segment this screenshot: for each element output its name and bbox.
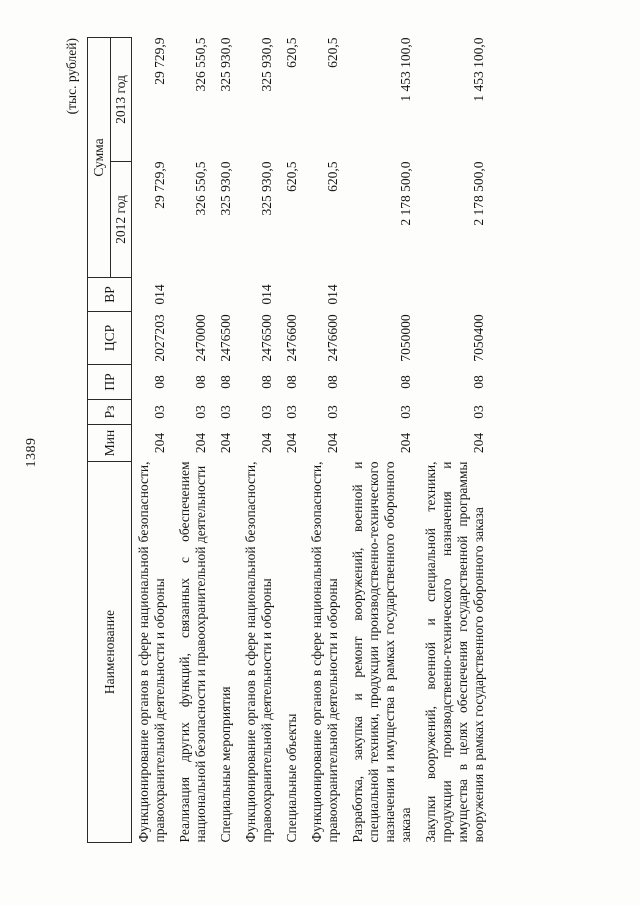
- cell-vr: [350, 278, 423, 312]
- cell-min: 204: [471, 432, 486, 454]
- cell-sum-2012: 326 550,5: [193, 161, 208, 216]
- cell-name: Специальные объекты: [284, 713, 299, 843]
- cell-name: Разработка, закупка и ремонт вооружений,…: [350, 461, 413, 843]
- header-csr: ЦСР: [87, 311, 132, 365]
- cell-name: Функционирование органов в сфере национа…: [136, 461, 167, 843]
- table-row: Функционирование органов в сфере национа…: [309, 37, 350, 842]
- cell-rz: 03: [398, 405, 413, 419]
- header-pr: ПР: [87, 364, 132, 400]
- cell-min: 204: [152, 432, 167, 454]
- cell-vr: 014: [259, 284, 274, 305]
- cell-name: Функционирование органов в сфере национа…: [309, 461, 340, 843]
- header-year-2013: 2013 год: [110, 37, 132, 162]
- cell-pr: 08: [152, 375, 167, 389]
- cell-pr: 08: [325, 375, 340, 389]
- table-header: Наименование Мин Рз ПР ЦСР ВР Сумма 2012…: [87, 37, 132, 843]
- cell-sum-2012: 325 930,0: [218, 161, 233, 216]
- cell-pr: 08: [471, 375, 486, 389]
- cell-rz: 03: [471, 405, 486, 419]
- cell-sum-2013: 620,5: [284, 37, 299, 68]
- table-row: Закупки вооружений, военной и специально…: [423, 37, 496, 842]
- cell-csr: 2476600: [325, 314, 340, 362]
- cell-csr: 2476500: [259, 314, 274, 362]
- cell-vr: [218, 278, 243, 312]
- header-year-2012: 2012 год: [110, 161, 132, 278]
- cell-sum-2012: 2 178 500,0: [471, 161, 486, 226]
- cell-min: 204: [325, 432, 340, 454]
- cell-min: 204: [284, 432, 299, 454]
- cell-rz: 03: [193, 405, 208, 419]
- cell-vr: 014: [325, 284, 340, 305]
- cell-name: Специальные мероприятия: [218, 686, 233, 843]
- cell-sum-2013: 325 930,0: [218, 37, 233, 92]
- cell-rz: 03: [259, 405, 274, 419]
- cell-csr: 2027203: [152, 314, 167, 362]
- cell-vr: [177, 278, 218, 312]
- header-vr: ВР: [87, 277, 132, 312]
- cell-min: 204: [398, 432, 413, 454]
- cell-pr: 08: [218, 375, 233, 389]
- header-name: Наименование: [87, 461, 132, 843]
- cell-name: Закупки вооружений, военной и специально…: [423, 461, 486, 843]
- table-body: Функционирование органов в сфере национа…: [132, 37, 497, 842]
- cell-sum-2012: 2 178 500,0: [398, 161, 413, 226]
- cell-sum-2013: 29 729,9: [152, 37, 167, 85]
- table-row: Специальные мероприятия 204 03 08 247650…: [218, 37, 243, 842]
- table-row: Разработка, закупка и ремонт вооружений,…: [350, 37, 423, 842]
- cell-pr: 08: [193, 375, 208, 389]
- cell-sum-2013: 326 550,5: [193, 37, 208, 92]
- cell-sum-2012: 29 729,9: [152, 161, 167, 209]
- cell-csr: 7050400: [471, 314, 486, 362]
- cell-sum-2012: 620,5: [284, 161, 299, 192]
- cell-sum-2013: 620,5: [325, 37, 340, 68]
- page-number: 1389: [24, 437, 39, 468]
- cell-csr: 7050000: [398, 314, 413, 362]
- cell-sum-2012: 325 930,0: [259, 161, 274, 216]
- table-row: Реализация других функций, связанных с о…: [177, 37, 218, 842]
- cell-csr: 2476500: [218, 314, 233, 362]
- cell-rz: 03: [325, 405, 340, 419]
- cell-name: Функционирование органов в сфере национа…: [243, 461, 274, 843]
- cell-vr: 014: [152, 284, 167, 305]
- cell-min: 204: [193, 432, 208, 454]
- cell-rz: 03: [152, 405, 167, 419]
- budget-table: Наименование Мин Рз ПР ЦСР ВР Сумма 2012…: [87, 37, 496, 843]
- cell-rz: 03: [284, 405, 299, 419]
- cell-pr: 08: [259, 375, 274, 389]
- cell-min: 204: [259, 432, 274, 454]
- cell-sum-2012: 620,5: [325, 161, 340, 192]
- cell-pr: 08: [284, 375, 299, 389]
- cell-csr: 2476600: [284, 314, 299, 362]
- table-row: Функционирование органов в сфере национа…: [132, 37, 178, 842]
- cell-name: Реализация других функций, связанных с о…: [177, 461, 208, 843]
- cell-vr: [423, 278, 496, 312]
- table-row: Специальные объекты 204 03 08 2476600 62…: [284, 37, 309, 842]
- cell-min: 204: [218, 432, 233, 454]
- cell-vr: [284, 278, 309, 312]
- table-row: Функционирование органов в сфере национа…: [243, 37, 284, 842]
- cell-sum-2013: 1 453 100,0: [398, 37, 413, 102]
- cell-rz: 03: [218, 405, 233, 419]
- header-sum: Сумма: [87, 37, 111, 278]
- cell-pr: 08: [398, 375, 413, 389]
- cell-sum-2013: 325 930,0: [259, 37, 274, 92]
- header-min: Мин: [87, 424, 132, 462]
- cell-csr: 2470000: [193, 314, 208, 362]
- cell-sum-2013: 1 453 100,0: [471, 37, 486, 102]
- header-rz: Рз: [87, 399, 132, 425]
- units-note: (тыс. рублей): [64, 38, 79, 115]
